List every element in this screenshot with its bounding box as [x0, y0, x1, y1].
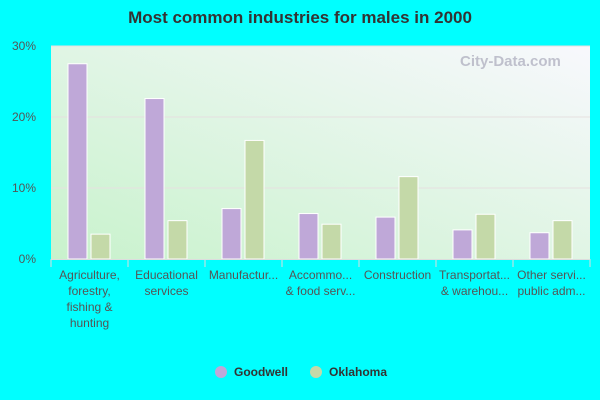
x-category-label: Transportat... & warehou...: [439, 268, 510, 298]
bar-goodwell: [298, 213, 319, 260]
bar-oklahoma: [321, 223, 342, 260]
x-category-line: Educational: [135, 268, 198, 282]
bar-goodwell: [67, 63, 88, 260]
y-tick-label: 30%: [12, 39, 36, 53]
x-category-line: Construction: [364, 268, 431, 282]
bar-oklahoma: [244, 139, 265, 260]
legend-marker-oklahoma: [310, 366, 322, 378]
x-category-line: services: [144, 284, 188, 298]
x-category-label: Agriculture, forestry, fishing & hunting: [59, 268, 120, 330]
x-category-line: Transportat...: [439, 268, 510, 282]
y-tick-label: 20%: [12, 110, 36, 124]
x-category-line: fishing &: [66, 300, 112, 314]
bar-oklahoma: [90, 233, 111, 260]
chart-title: Most common industries for males in 2000: [128, 8, 472, 27]
bar-oklahoma: [398, 176, 419, 260]
watermark: City-Data.com: [460, 53, 561, 70]
x-category-label: Educational services: [135, 268, 198, 298]
x-category-label: Manufactur...: [209, 268, 278, 282]
legend-label-goodwell: Goodwell: [234, 365, 288, 379]
x-category-line: Manufactur...: [209, 268, 278, 282]
x-category-line: hunting: [70, 316, 109, 330]
bar-oklahoma: [552, 220, 573, 260]
x-category-line: & warehou...: [441, 284, 508, 298]
legend-label-oklahoma: Oklahoma: [329, 365, 387, 379]
y-tick-label: 10%: [12, 181, 36, 195]
bar-goodwell: [529, 232, 550, 260]
bar-goodwell: [144, 98, 165, 260]
x-category-line: public adm...: [517, 284, 585, 298]
x-category-line: forestry,: [68, 284, 110, 298]
x-category-label: Accommo... & food serv...: [286, 268, 356, 298]
x-category-label: Other servi... public adm...: [517, 268, 586, 298]
y-tick-label: 0%: [19, 252, 37, 266]
bar-goodwell: [452, 229, 473, 260]
legend-marker-goodwell: [215, 366, 227, 378]
x-category-label: Construction: [364, 268, 431, 282]
bar-goodwell: [375, 216, 396, 260]
plot-area: [51, 46, 590, 259]
bar-oklahoma: [475, 213, 496, 260]
bar-oklahoma: [167, 220, 188, 260]
bar-goodwell: [221, 208, 242, 260]
x-category-line: Accommo...: [289, 268, 352, 282]
x-category-line: Agriculture,: [59, 268, 120, 282]
x-category-line: Other servi...: [517, 268, 586, 282]
x-category-line: & food serv...: [286, 284, 356, 298]
